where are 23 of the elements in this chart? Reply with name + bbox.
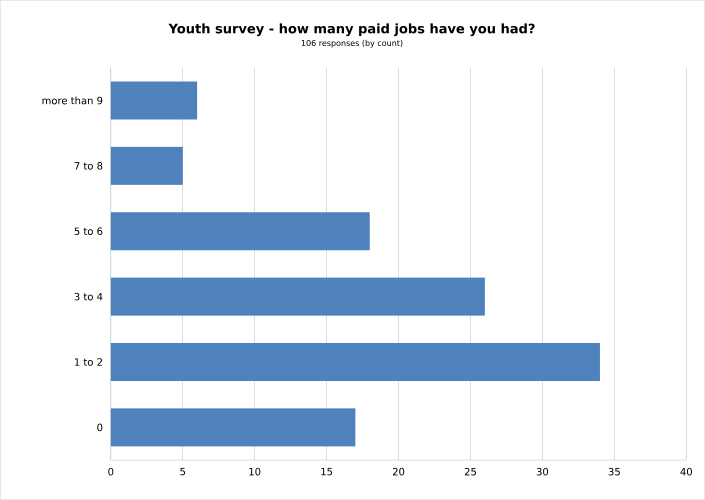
bar [110, 82, 198, 120]
bar [110, 408, 356, 446]
y-tick-label: 7 to 8 [74, 162, 102, 170]
y-tick-label: 0 [97, 424, 102, 432]
x-tick-label: 30 [536, 468, 548, 476]
bar [110, 212, 370, 250]
y-tick-label: 3 to 4 [74, 292, 102, 300]
y-tick-label: 5 to 6 [74, 228, 102, 236]
x-tick-label: 40 [680, 468, 692, 476]
x-tick-label: 0 [108, 468, 114, 476]
x-tick-label: 20 [392, 468, 404, 476]
bar [110, 278, 485, 316]
y-tick-label: 1 to 2 [74, 358, 102, 366]
x-tick-label: 15 [321, 468, 332, 476]
chart-subtitle: 106 responses (by count) [302, 40, 402, 48]
bar [110, 343, 600, 382]
x-tick-label: 25 [464, 468, 476, 476]
x-tick-label: 5 [180, 468, 186, 476]
x-tick-label: 35 [608, 468, 620, 476]
y-tick-label: more than 9 [42, 96, 102, 104]
chart-title: Youth survey - how many paid jobs have you had? [168, 23, 535, 36]
bar [110, 146, 183, 185]
x-tick-label: 10 [249, 468, 260, 476]
